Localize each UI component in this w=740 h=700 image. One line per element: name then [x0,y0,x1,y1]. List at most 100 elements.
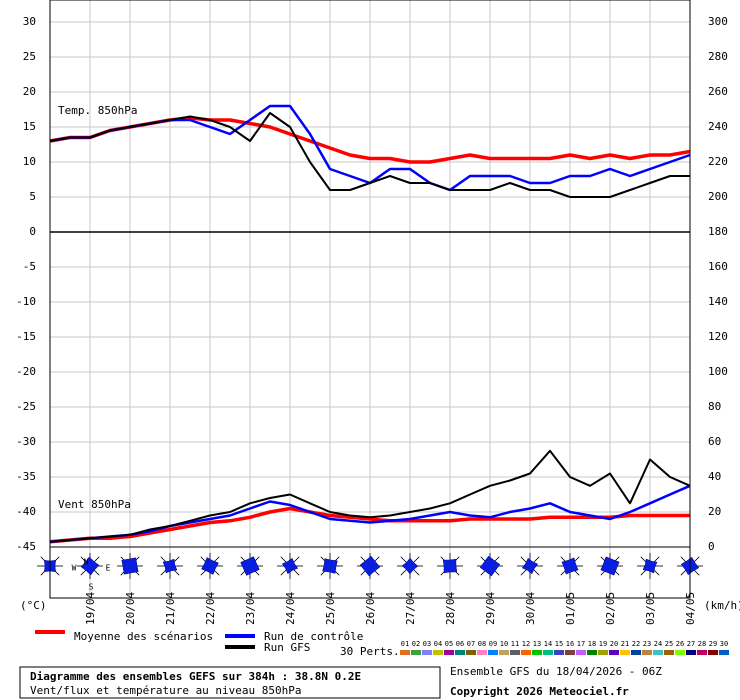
x-tick-label: 20/04 [124,592,137,625]
y-tick-label: 25 [23,50,36,63]
perturbation-swatch [543,650,553,655]
perturbation-label: 15 [555,640,563,648]
x-tick-label: 21/04 [164,592,177,625]
rose-petal [600,556,620,576]
rose-petal [201,557,219,575]
x-tick-label: 01/05 [564,592,577,625]
perturbation-swatch [576,650,586,655]
x-tick-label: 28/04 [444,592,457,625]
wind-rose [557,553,583,579]
rose-petal [401,557,419,575]
rose-petal [442,558,458,574]
y2-tick-label: 20 [708,505,721,518]
wind-panel-label: Vent 850hPa [58,498,131,511]
perturbation-swatch [664,650,674,655]
legend-label: Run de contrôle [264,630,363,643]
perturbation-swatch [697,650,707,655]
perturbation-swatch [642,650,652,655]
x-tick-label: 30/04 [524,592,537,625]
rose-petal [642,558,658,574]
perturbation-label: 09 [489,640,497,648]
y-tick-label: -20 [16,365,36,378]
y2-tick-label: 140 [708,295,728,308]
perturbation-label: 02 [412,640,420,648]
compass-n: N [84,558,89,567]
perturbation-label: 03 [423,640,431,648]
perturbation-swatch [532,650,542,655]
y-tick-label: -25 [16,400,36,413]
y-tick-label: -10 [16,295,36,308]
perturbation-swatch [455,650,465,655]
perturbation-swatch [422,650,432,655]
perturbation-swatch [400,650,410,655]
footer-subtitle: Vent/flux et température au niveau 850hP… [30,684,302,697]
wind-rose [517,553,543,579]
perturbation-swatch [433,650,443,655]
rose-petal [162,558,178,574]
perturbation-swatch [598,650,608,655]
rose-petal [561,557,579,575]
wind-rose [197,553,223,579]
y2-tick-label: 300 [708,15,728,28]
temp-panel-label: Temp. 850hPa [58,104,137,117]
wind-rose [237,553,263,579]
compass-e: E [106,564,111,573]
wind-rose [117,553,143,579]
y-tick-label: -5 [23,260,36,273]
perturbation-label: 01 [401,640,409,648]
y-tick-label: 15 [23,120,36,133]
perturbation-swatch [620,650,630,655]
y2-tick-label: 280 [708,50,728,63]
compass-s: S [89,583,94,592]
perturbation-swatch [488,650,498,655]
compass-w: W [72,564,77,573]
x-tick-label: 23/04 [244,592,257,625]
wind-rose [437,553,463,579]
perturbation-label: 11 [511,640,519,648]
y-tick-label: -15 [16,330,36,343]
perturbation-swatch [686,650,696,655]
x-tick-label: 26/04 [364,592,377,625]
perturbation-label: 16 [566,640,574,648]
rose-petal [80,556,100,576]
series-line [49,449,691,543]
perturbation-label: 21 [621,640,629,648]
y-tick-label: 20 [23,85,36,98]
wind-rose [597,553,623,579]
y-tick-label: 10 [23,155,36,168]
perturbation-label: 14 [544,640,552,648]
x-tick-label: 03/05 [644,592,657,625]
y2-tick-label: 240 [708,120,728,133]
series-line [49,484,691,544]
x-tick-label: 19/04 [84,592,97,625]
perturbation-label: 04 [434,640,442,648]
y2-unit: (km/h) [704,599,740,612]
y-tick-label: -40 [16,505,36,518]
y2-tick-label: 180 [708,225,728,238]
perturbation-label: 12 [522,640,530,648]
perturbation-swatch [499,650,509,655]
perturbation-label: 23 [643,640,651,648]
perturbation-label: 08 [478,640,486,648]
y-tick-label: 0 [29,225,36,238]
series-line [49,506,690,544]
y2-tick-label: 200 [708,190,728,203]
y2-tick-label: 80 [708,400,721,413]
perturbation-label: 30 [720,640,728,648]
rose-petal [359,555,381,577]
wind-rose [397,553,423,579]
rose-petal [521,557,539,575]
perturbation-label: 10 [500,640,508,648]
y-tick-label: 5 [29,190,36,203]
x-tick-label: 27/04 [404,592,417,625]
y-unit: (°C) [20,599,47,612]
rose-petal [240,556,260,576]
perturbation-label: 18 [588,640,596,648]
x-tick-label: 02/05 [604,592,617,625]
wind-rose [357,553,383,579]
perturbations-label: 30 Perts. [340,645,400,658]
perturbation-swatch [554,650,564,655]
y2-tick-label: 160 [708,260,728,273]
legend-label: Moyenne des scénarios [74,630,213,643]
perturbation-label: 28 [698,640,706,648]
